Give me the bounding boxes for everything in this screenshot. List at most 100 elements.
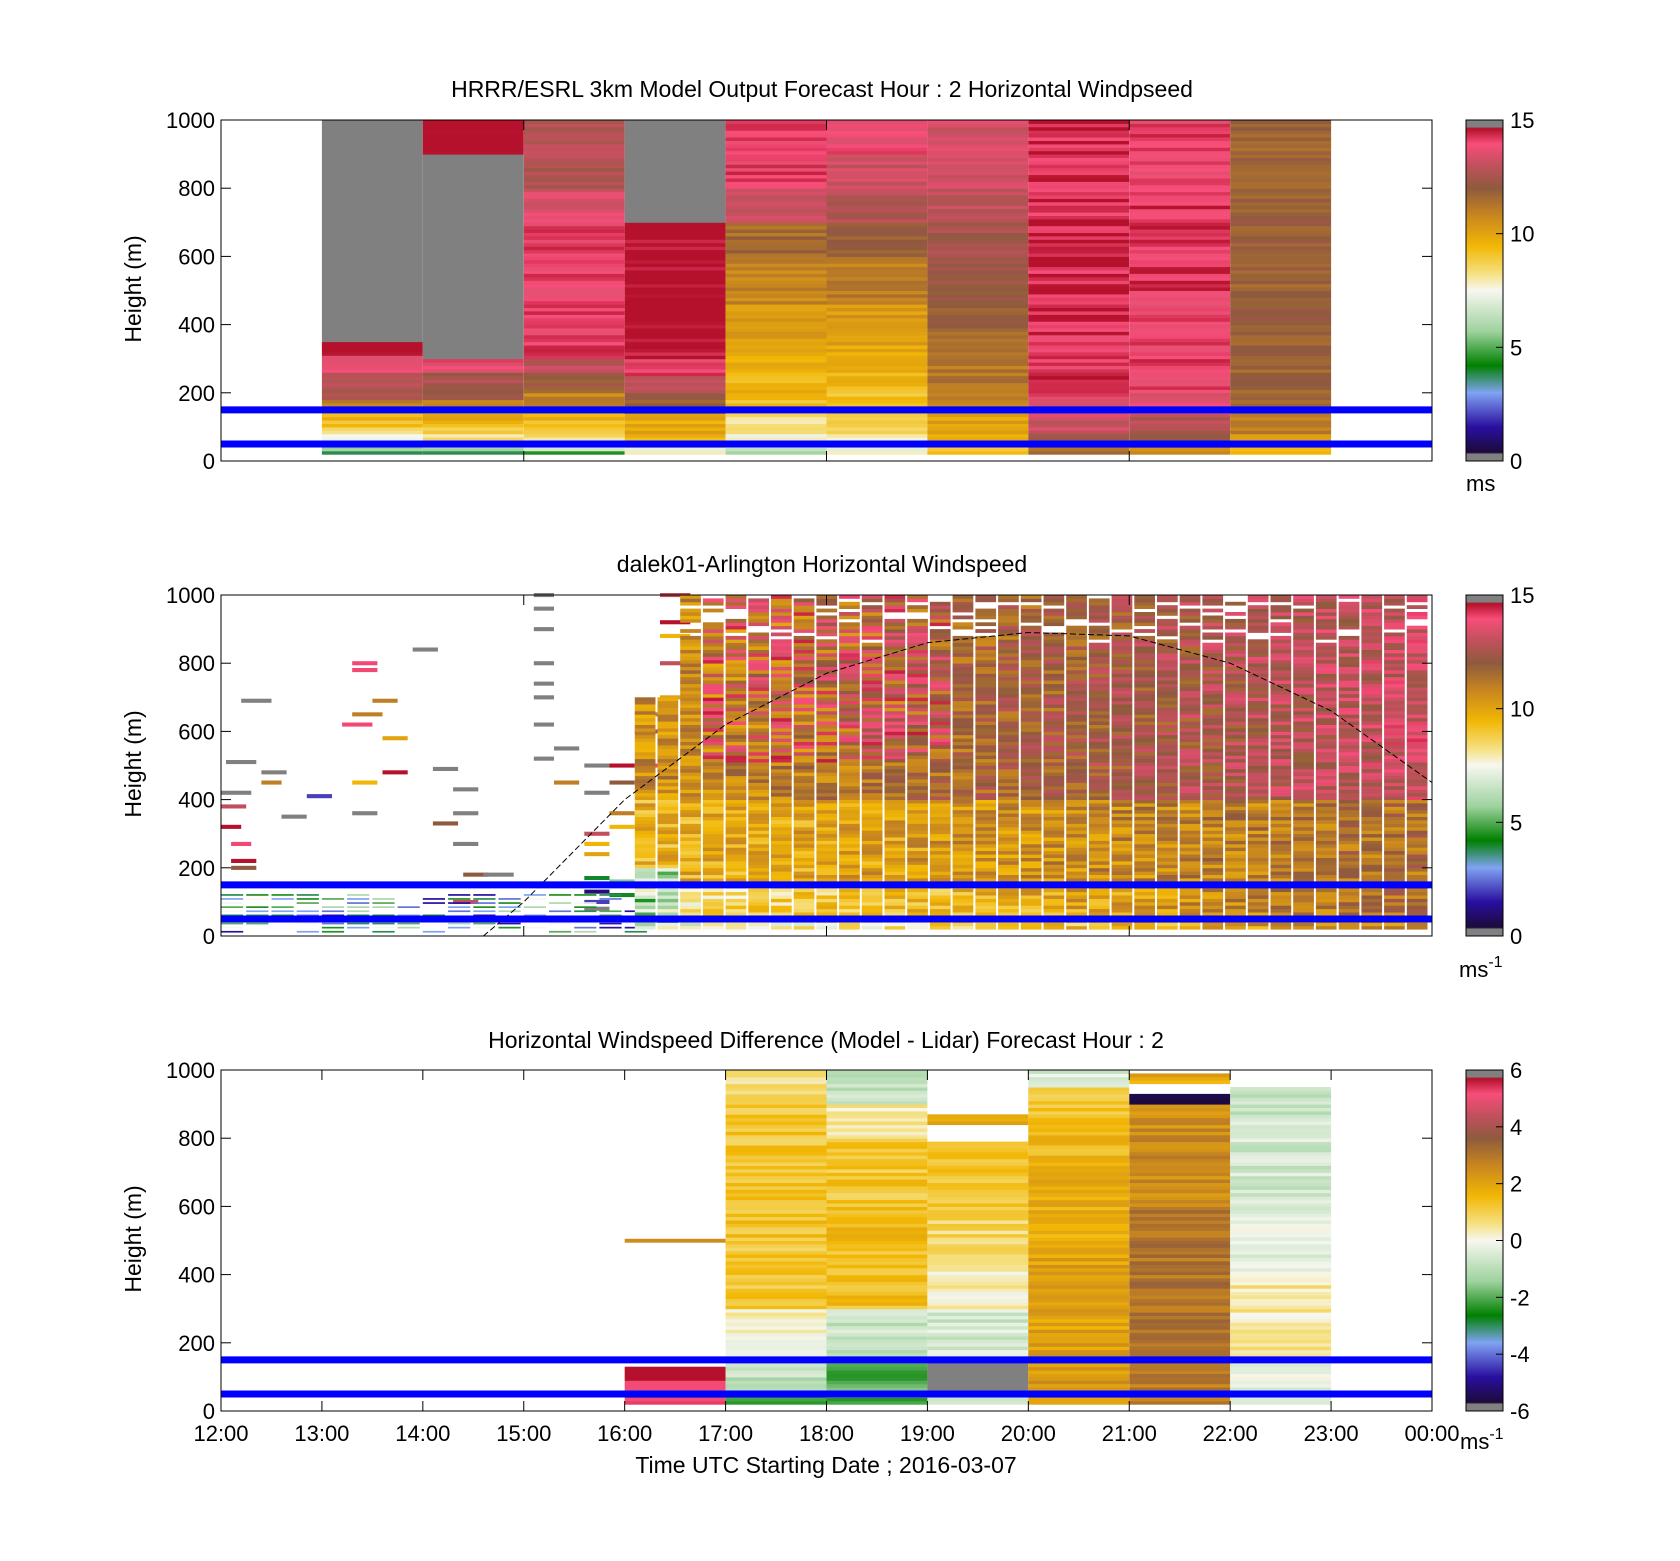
heatmap-cell [1043, 762, 1065, 766]
heatmap-cell [1315, 826, 1337, 831]
heatmap-cell [1293, 792, 1314, 797]
heatmap-cell [1338, 840, 1360, 845]
heatmap-cell [1179, 768, 1201, 773]
heatmap-cell [1111, 837, 1133, 841]
heatmap-cell [1315, 803, 1337, 807]
heatmap-cell [725, 1172, 827, 1177]
heatmap-cell [1066, 741, 1087, 746]
heatmap-cell [998, 826, 1019, 831]
heatmap-cell [1020, 605, 1042, 609]
heatmap-cell [725, 1373, 827, 1378]
heatmap-cell [634, 850, 656, 855]
heatmap-cell [975, 898, 997, 903]
heatmap-cell [1043, 598, 1065, 603]
heatmap-cell [1129, 232, 1231, 237]
heatmap-cell [771, 598, 792, 603]
heatmap-cell [1179, 745, 1201, 749]
heatmap-cell [523, 300, 625, 305]
heatmap-cell [839, 850, 860, 855]
heatmap-cell [1230, 1380, 1332, 1385]
heatmap-cell [998, 673, 1019, 678]
heatmap-cell [884, 693, 906, 698]
heatmap-cell [1066, 646, 1087, 650]
heatmap-cell [771, 625, 792, 630]
heatmap-cell [793, 809, 815, 814]
heatmap-cell [1338, 673, 1360, 678]
heatmap-cell [1270, 751, 1292, 756]
heatmap-cell [1406, 779, 1428, 783]
heatmap-cell [927, 235, 1029, 240]
heatmap-cell [1230, 218, 1332, 223]
heatmap-cell [660, 633, 691, 638]
heatmap-cell [793, 683, 815, 688]
heatmap-cell [1129, 403, 1231, 407]
heatmap-cell [1384, 765, 1405, 770]
heatmap-cell [725, 396, 827, 401]
heatmap-cell [907, 762, 928, 766]
heatmap-cell [725, 328, 827, 332]
heatmap-cell [1247, 653, 1269, 657]
heatmap-cell [523, 215, 625, 220]
heatmap-cell [1134, 864, 1155, 869]
heatmap-cell [929, 697, 951, 702]
heatmap-cell [1293, 632, 1314, 637]
heatmap-cell [1361, 854, 1383, 858]
heatmap-cell [422, 379, 524, 384]
heatmap-cell [1406, 680, 1428, 685]
heatmap-cell [927, 358, 1029, 363]
heatmap-cell [1338, 625, 1360, 630]
heatmap-cell [907, 768, 928, 773]
heatmap-cell [725, 601, 747, 606]
heatmap-cell [1247, 745, 1269, 749]
heatmap-cell [498, 926, 521, 929]
heatmap-cell [816, 615, 838, 620]
heatmap-cell [1020, 615, 1042, 620]
heatmap-cell [826, 1380, 928, 1385]
heatmap-cell [907, 905, 928, 910]
heatmap-cell [1361, 826, 1383, 831]
heatmap-cell [1028, 1336, 1130, 1340]
heatmap-cell [1247, 782, 1269, 787]
heatmap-cell [680, 833, 701, 838]
heatmap-cell [1230, 242, 1332, 247]
heatmap-cell [907, 775, 928, 780]
heatmap-cell [1338, 816, 1360, 821]
heatmap-cell [1129, 178, 1231, 182]
heatmap-cell [1225, 697, 1246, 702]
heatmap-cell [1111, 843, 1133, 848]
heatmap-cell [1028, 1363, 1130, 1368]
heatmap-cell [1066, 714, 1087, 719]
heatmap-cell [826, 1301, 928, 1306]
heatmap-cell [1066, 830, 1087, 835]
heatmap-cell [998, 707, 1019, 712]
heatmap-cell [1230, 1342, 1332, 1347]
heatmap-cell [1361, 724, 1383, 729]
heatmap-cell [1157, 758, 1178, 763]
heatmap-cell [624, 345, 726, 349]
heatmap-cell [1384, 874, 1405, 879]
heatmap-cell [1028, 1199, 1130, 1204]
heatmap-cell [816, 864, 838, 869]
heatmap-cell [1338, 867, 1360, 872]
heatmap-cell [927, 1264, 1029, 1269]
heatmap-cell [771, 704, 792, 708]
heatmap-cell [1157, 653, 1178, 657]
heatmap-cell [1043, 789, 1065, 794]
heatmap-cell [1020, 871, 1042, 875]
heatmap-cell [952, 823, 974, 828]
heatmap-cell [1315, 680, 1337, 685]
colorbar-gradient [1465, 594, 1504, 937]
heatmap-cell [907, 653, 928, 657]
heatmap-cell [725, 1185, 827, 1190]
heatmap-cell [748, 792, 769, 797]
heatmap-cell [702, 622, 724, 627]
heatmap-cell [1230, 201, 1332, 206]
heatmap-cell [1202, 649, 1224, 654]
heatmap-cell [634, 837, 656, 841]
heatmap-cell [1134, 601, 1155, 606]
heatmap-cell [839, 653, 860, 657]
heatmap-cell [1202, 796, 1224, 800]
heatmap-cell [1202, 618, 1224, 623]
heatmap-cell [1179, 762, 1201, 766]
heatmap-cell [884, 840, 906, 845]
